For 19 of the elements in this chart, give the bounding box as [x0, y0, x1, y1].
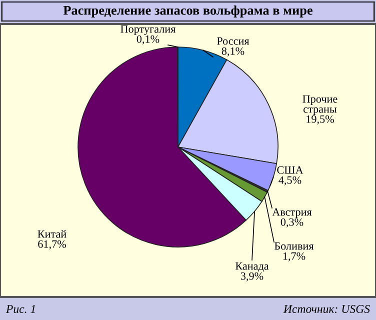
text: Рис. 1 — [6, 305, 35, 314]
data-label: 4,5% — [278, 176, 302, 186]
slice-label: Австрия — [272, 208, 312, 218]
slice-label: Боливия — [274, 242, 314, 250]
slice-label: Китай — [38, 230, 66, 238]
slice-label: Прочие страны — [302, 95, 338, 116]
chart-title: Распределение запасов вольфрама в мире — [63, 6, 312, 18]
text: Источник: USGS — [283, 305, 370, 314]
data-label: 61,7% — [38, 240, 66, 250]
data-label: 0,3% — [280, 218, 304, 228]
slice-label: Канада — [235, 262, 269, 272]
slice-label: Португалия — [120, 25, 176, 35]
data-label: 1,7% — [283, 252, 306, 262]
data-label: 19,5% — [306, 115, 334, 124]
data-label: 3,9% — [240, 272, 264, 282]
slice-label: США — [277, 166, 304, 174]
data-label: 8,1% — [222, 47, 244, 56]
data-label: 0,1% — [136, 35, 160, 44]
slice-label: Россия — [216, 37, 250, 45]
